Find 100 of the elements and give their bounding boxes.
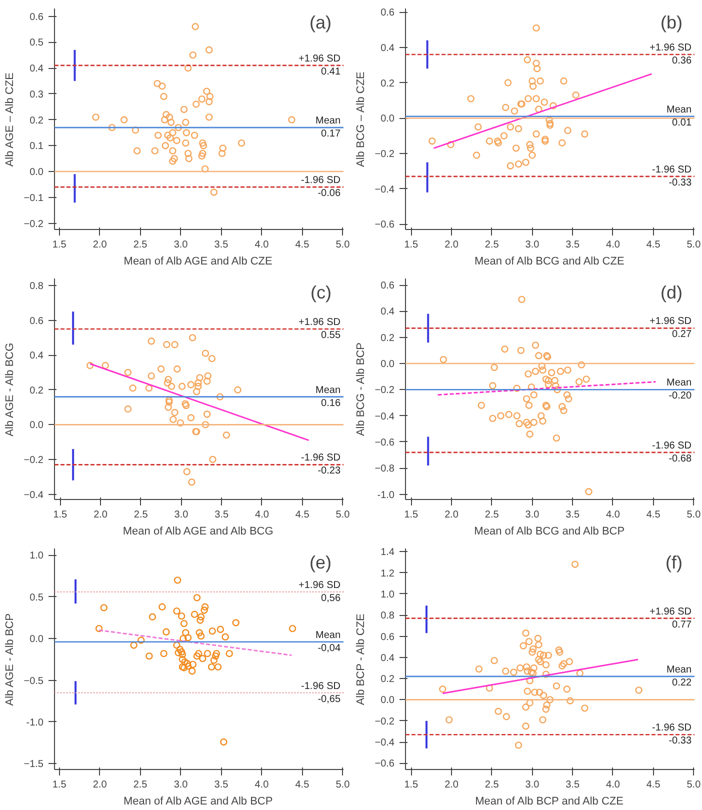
y-tick-label: −0.6 (374, 220, 395, 231)
ref-line-label: -1.96 SD (301, 452, 341, 464)
x-tick-label: 2.5 (484, 240, 500, 250)
chart-title: (d) (660, 282, 682, 302)
ref-line-label: -1.96 SD (652, 722, 692, 734)
annotation: -0.33 (668, 177, 692, 188)
x-tick-label: 1.5 (404, 510, 419, 520)
ref-line-label: Mean (666, 664, 692, 676)
x-tick-label: 2.5 (134, 510, 148, 520)
x-tick-label: 5.0 (336, 510, 350, 520)
ref-line-label: +1.96 SD (298, 53, 341, 64)
x-tick-label: 5.0 (336, 780, 350, 790)
y-axis-title: Alb BCG – Alb CZE (354, 72, 367, 167)
x-tick-label: 4.0 (254, 240, 270, 250)
x-tick-label: 2.0 (92, 240, 108, 250)
y-tick-label: 0.2 (380, 332, 395, 344)
x-axis-title: Mean of Alb AGE and Alb BCP (123, 796, 273, 808)
annotation: -0.23 (318, 466, 341, 477)
chart-title: (a) (310, 12, 332, 32)
y-tick-label: −0.4 (24, 490, 44, 501)
ref-line-label: -1.96 SD (652, 440, 692, 452)
y-tick-label: −0.8 (374, 464, 395, 475)
x-tick-label: 2.5 (484, 510, 500, 520)
y-tick-label: 0.5 (30, 38, 44, 49)
y-tick-label: 0.0 (380, 695, 395, 706)
y-tick-label: 1.0 (380, 589, 395, 600)
y-tick-label: 0.0 (380, 114, 395, 125)
y-tick-label: 0.6 (380, 280, 395, 292)
y-tick-label: 0.0 (30, 167, 44, 178)
x-tick-label: 2.0 (92, 780, 108, 790)
ref-line-label: Mean (315, 384, 340, 396)
ref-line-label: +1.96 SD (650, 606, 692, 618)
x-tick-label: 3.0 (525, 780, 540, 790)
annotation: -0.06 (318, 188, 341, 200)
x-tick-label: 3.5 (566, 510, 580, 520)
ref-line-label: +1.96 SD (650, 316, 692, 328)
annotation: -0.20 (668, 390, 692, 402)
x-tick-label: 3.5 (214, 780, 229, 790)
y-tick-label: −0.4 (374, 411, 395, 422)
annotation: -0,04 (318, 642, 341, 654)
x-tick-label: 4.5 (295, 240, 310, 250)
x-tick-label: 3.0 (525, 240, 540, 250)
chart-title: (b) (660, 12, 682, 32)
x-tick-label: 3.0 (525, 510, 540, 520)
annotation: 0.77 (672, 619, 692, 630)
y-tick-label: 0.6 (30, 12, 44, 23)
x-tick-label: 2.5 (133, 240, 148, 250)
y-tick-label: 0.6 (380, 632, 395, 643)
y-axis-title: Alb BCG - Alb BCP (354, 342, 367, 436)
y-tick-label: 0.4 (380, 42, 395, 54)
annotation: 0.55 (321, 330, 341, 341)
chart-title: (c) (310, 282, 332, 302)
annotation: 0.22 (672, 677, 692, 688)
y-tick-label: 0.4 (30, 350, 44, 362)
y-tick-label: 0.0 (30, 634, 44, 646)
y-tick-label: −0.6 (374, 758, 395, 770)
y-tick-label: 0.8 (380, 610, 395, 622)
x-tick-label: 2.0 (444, 240, 459, 250)
x-tick-label: 4.0 (254, 780, 270, 790)
x-tick-label: 1.5 (404, 240, 419, 250)
y-tick-label: 0.1 (30, 141, 44, 152)
y-tick-label: 0.0 (380, 359, 395, 370)
x-tick-label: 3.5 (566, 240, 580, 250)
y-tick-label: 0.2 (30, 385, 44, 396)
y-tick-label: −0.4 (374, 184, 395, 196)
ref-line-label: Mean (315, 630, 340, 641)
y-tick-label: −0.4 (374, 738, 395, 749)
y-tick-label: -1.0 (26, 717, 44, 728)
annotation: 0.01 (672, 117, 692, 128)
annotation: 0.27 (672, 329, 692, 340)
ref-line-label: +1.96 SD (298, 580, 341, 591)
y-tick-label: 0.0 (30, 420, 44, 432)
y-tick-label: 0.6 (380, 8, 395, 19)
annotation: 0.16 (321, 398, 341, 409)
x-tick-label: 2.0 (444, 510, 459, 520)
x-tick-label: 3.5 (214, 240, 229, 250)
ref-line-label: +1.96 SD (298, 316, 341, 328)
x-tick-label: 4.0 (606, 240, 620, 250)
x-tick-label: 2.0 (94, 510, 108, 520)
y-tick-label: −0.1 (24, 192, 44, 204)
y-tick-label: 0.2 (380, 78, 395, 90)
ref-line-label: Mean (666, 104, 692, 116)
y-tick-label: −0.2 (374, 385, 395, 396)
y-tick-label: −0.2 (374, 148, 395, 160)
x-tick-label: 4.0 (606, 510, 620, 520)
x-axis-title: Mean of Alb BCG and Alb BCP (474, 526, 625, 538)
x-tick-label: 3.5 (214, 510, 229, 520)
x-tick-label: 5.0 (686, 780, 702, 790)
chart-title: (e) (310, 552, 332, 572)
y-tick-label: 0.4 (380, 306, 395, 318)
x-tick-label: 4.5 (646, 780, 661, 790)
annotation: 0.41 (321, 66, 341, 78)
annotation: -0,65 (318, 694, 341, 705)
x-tick-label: 4.5 (646, 510, 661, 520)
x-tick-label: 2.0 (444, 780, 459, 790)
x-tick-label: 2.5 (133, 780, 148, 790)
x-tick-label: 5.0 (686, 510, 702, 520)
x-tick-label: 4.0 (255, 510, 270, 520)
x-tick-label: 5.0 (336, 240, 350, 250)
x-tick-label: 4.0 (606, 780, 620, 790)
